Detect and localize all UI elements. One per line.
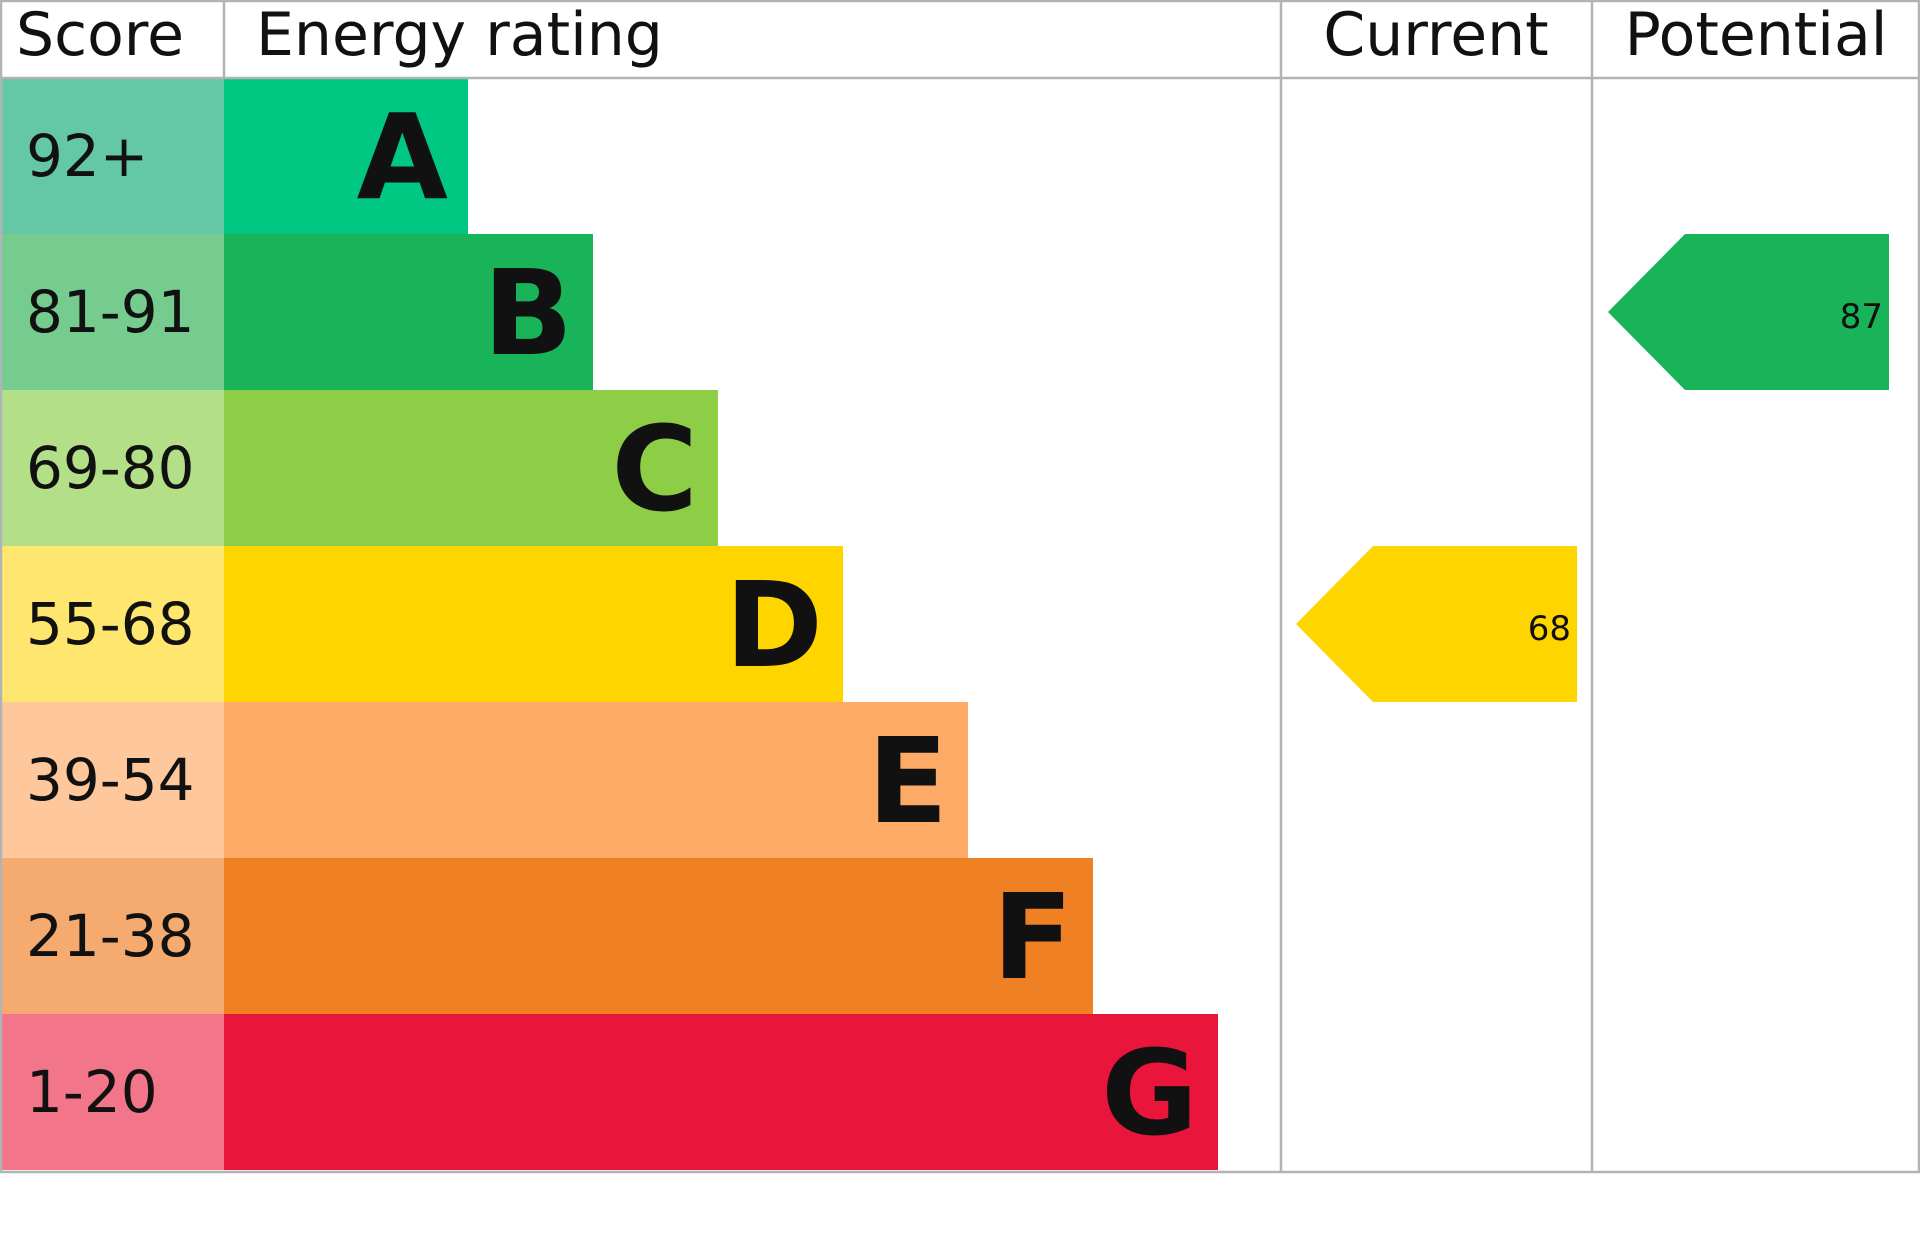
score-cell-f	[0, 858, 224, 1014]
potential-rating-arrow	[1608, 234, 1889, 390]
score-cell-e	[0, 702, 224, 858]
rating-bar-c	[224, 390, 718, 546]
score-cell-g	[0, 1014, 224, 1170]
score-range-c: 69-80	[26, 434, 195, 502]
score-range-a: 92+	[26, 122, 148, 190]
header-energy-rating: Energy rating	[256, 0, 663, 70]
score-range-b: 81-91	[26, 278, 195, 346]
rating-letter-b: B	[483, 244, 573, 382]
potential-rating-value: 87	[1840, 297, 1883, 337]
rating-letter-d: D	[725, 556, 823, 694]
header-current: Current	[1323, 0, 1548, 70]
rating-bar-g	[224, 1014, 1218, 1170]
current-rating-arrow	[1296, 546, 1577, 702]
rating-letter-e: E	[867, 712, 948, 850]
score-range-f: 21-38	[26, 902, 195, 970]
rating-letter-c: C	[611, 400, 698, 538]
score-range-e: 39-54	[26, 746, 195, 814]
score-cell-b	[0, 234, 224, 390]
score-cell-a	[0, 78, 224, 234]
rating-bar-d	[224, 546, 843, 702]
score-cell-c	[0, 390, 224, 546]
rating-bar-b	[224, 234, 593, 390]
score-range-d: 55-68	[26, 590, 195, 658]
current-rating-value: 68	[1528, 609, 1571, 649]
rating-letter-g: G	[1101, 1024, 1198, 1162]
score-cell-d	[0, 546, 224, 702]
header-score: Score	[16, 0, 184, 70]
rating-bar-a	[224, 78, 468, 234]
rating-letter-a: A	[357, 88, 448, 226]
score-range-g: 1-20	[26, 1058, 158, 1126]
rating-bar-e	[224, 702, 968, 858]
rating-letter-f: F	[992, 868, 1073, 1006]
header-potential: Potential	[1625, 0, 1888, 70]
rating-bar-f	[224, 858, 1093, 1014]
